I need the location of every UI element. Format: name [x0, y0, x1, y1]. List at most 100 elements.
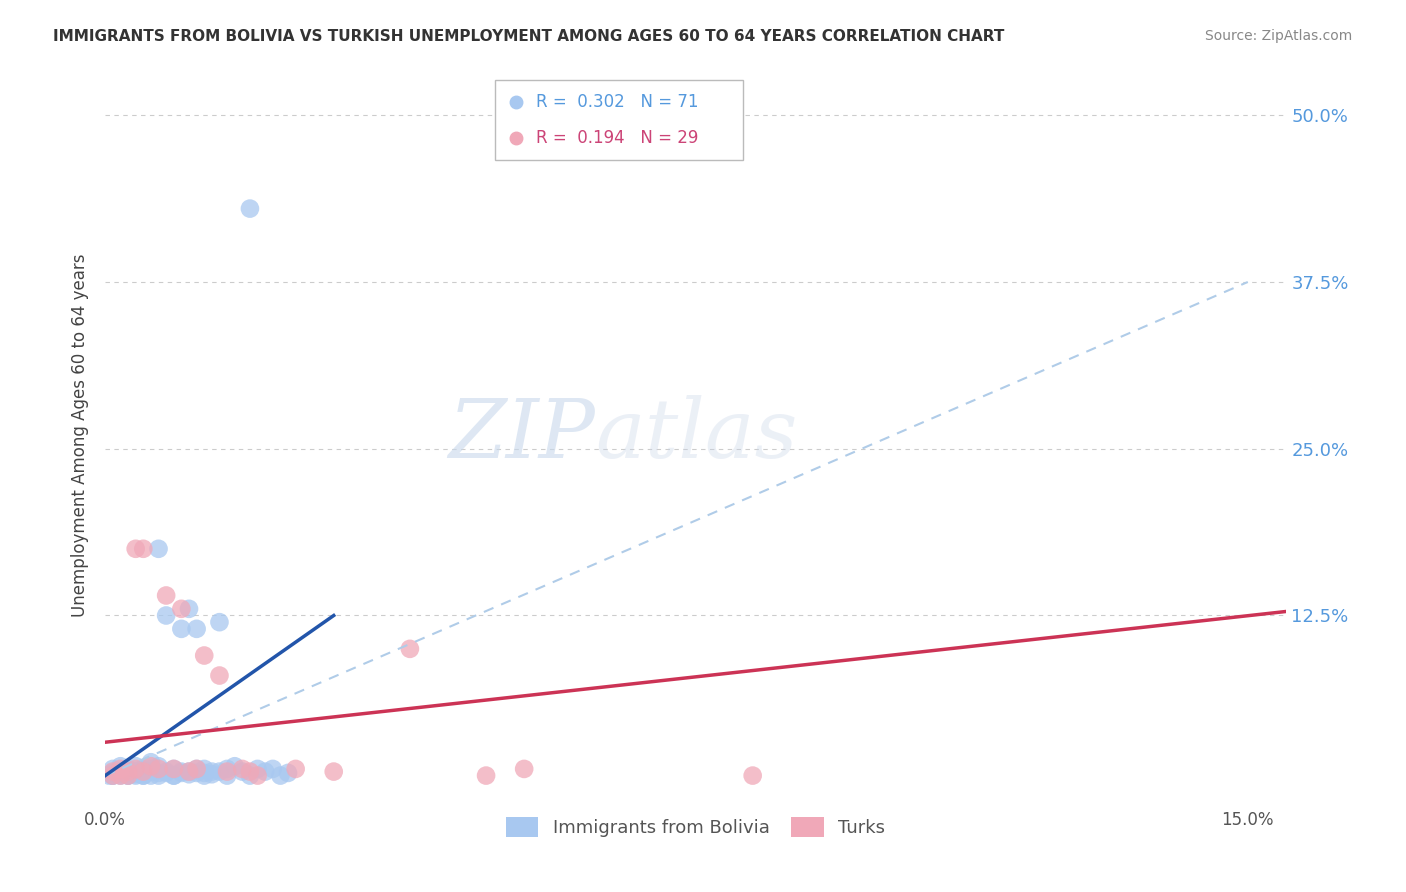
Point	[148, 762, 170, 776]
Point	[125, 759, 148, 773]
Point	[139, 764, 162, 779]
Point	[101, 766, 124, 780]
Point	[110, 764, 132, 779]
Point	[193, 768, 215, 782]
Point	[170, 766, 193, 780]
Point	[148, 541, 170, 556]
Point	[148, 768, 170, 782]
Text: IMMIGRANTS FROM BOLIVIA VS TURKISH UNEMPLOYMENT AMONG AGES 60 TO 64 YEARS CORREL: IMMIGRANTS FROM BOLIVIA VS TURKISH UNEMP…	[53, 29, 1005, 44]
Point	[193, 766, 215, 780]
Point	[231, 762, 253, 776]
Point	[128, 764, 150, 778]
Point	[110, 762, 132, 776]
Point	[105, 764, 128, 779]
Point	[132, 764, 155, 779]
Point	[112, 767, 135, 781]
Point	[110, 767, 132, 781]
Point	[254, 764, 277, 779]
Point	[110, 759, 132, 773]
Point	[125, 768, 148, 782]
Point	[121, 764, 143, 779]
Text: R =  0.194   N = 29: R = 0.194 N = 29	[536, 128, 699, 146]
Point	[163, 762, 186, 776]
Point	[741, 768, 763, 782]
Point	[148, 766, 170, 780]
Point	[177, 602, 200, 616]
Point	[117, 762, 139, 776]
Point	[186, 622, 208, 636]
Point	[132, 766, 155, 780]
Point	[217, 762, 239, 776]
Point	[239, 202, 262, 216]
Point	[217, 768, 239, 782]
Point	[101, 768, 124, 782]
Point	[170, 764, 193, 779]
Point	[177, 767, 200, 781]
Point	[125, 541, 148, 556]
Point	[139, 756, 162, 770]
Point	[117, 768, 139, 782]
Point	[155, 608, 177, 623]
Point	[139, 762, 162, 776]
Legend: Immigrants from Bolivia, Turks: Immigrants from Bolivia, Turks	[499, 809, 893, 845]
Point	[208, 764, 231, 779]
Point	[163, 768, 186, 782]
Text: Source: ZipAtlas.com: Source: ZipAtlas.com	[1205, 29, 1353, 43]
Point	[186, 762, 208, 776]
Point	[284, 762, 307, 776]
FancyBboxPatch shape	[495, 79, 742, 161]
Point	[132, 768, 155, 782]
Point	[155, 589, 177, 603]
Text: ZIP: ZIP	[449, 395, 595, 475]
Point	[125, 767, 148, 781]
Point	[101, 768, 124, 782]
Point	[163, 768, 186, 782]
Point	[399, 641, 422, 656]
Point	[117, 766, 139, 780]
Point	[155, 766, 177, 780]
Point	[170, 602, 193, 616]
Point	[475, 768, 498, 782]
Point	[262, 762, 284, 776]
Point	[110, 768, 132, 782]
Point	[269, 768, 291, 782]
Point	[101, 762, 124, 776]
Point	[246, 768, 269, 782]
Point	[125, 762, 148, 776]
Point	[186, 766, 208, 780]
Point	[98, 768, 121, 782]
Point	[125, 766, 148, 780]
Point	[132, 762, 155, 776]
Point	[132, 764, 155, 779]
Point	[177, 764, 200, 779]
Point	[170, 622, 193, 636]
Point	[132, 768, 155, 782]
Point	[177, 764, 200, 779]
Point	[163, 762, 186, 776]
Point	[231, 764, 253, 779]
Point	[322, 764, 344, 779]
Point	[117, 768, 139, 782]
Point	[208, 668, 231, 682]
Point	[277, 766, 299, 780]
Point	[201, 764, 224, 779]
Point	[110, 768, 132, 782]
Point	[239, 764, 262, 779]
Point	[208, 615, 231, 629]
Point	[513, 762, 536, 776]
Point	[217, 764, 239, 779]
Text: atlas: atlas	[595, 395, 797, 475]
Point	[125, 764, 148, 779]
Point	[139, 768, 162, 782]
Point	[101, 768, 124, 782]
Point	[193, 648, 215, 663]
Point	[239, 768, 262, 782]
Point	[155, 764, 177, 779]
Text: R =  0.302   N = 71: R = 0.302 N = 71	[536, 93, 699, 112]
Point	[110, 764, 132, 779]
Point	[186, 762, 208, 776]
Point	[246, 762, 269, 776]
Point	[101, 764, 124, 779]
Point	[132, 767, 155, 781]
Point	[193, 762, 215, 776]
